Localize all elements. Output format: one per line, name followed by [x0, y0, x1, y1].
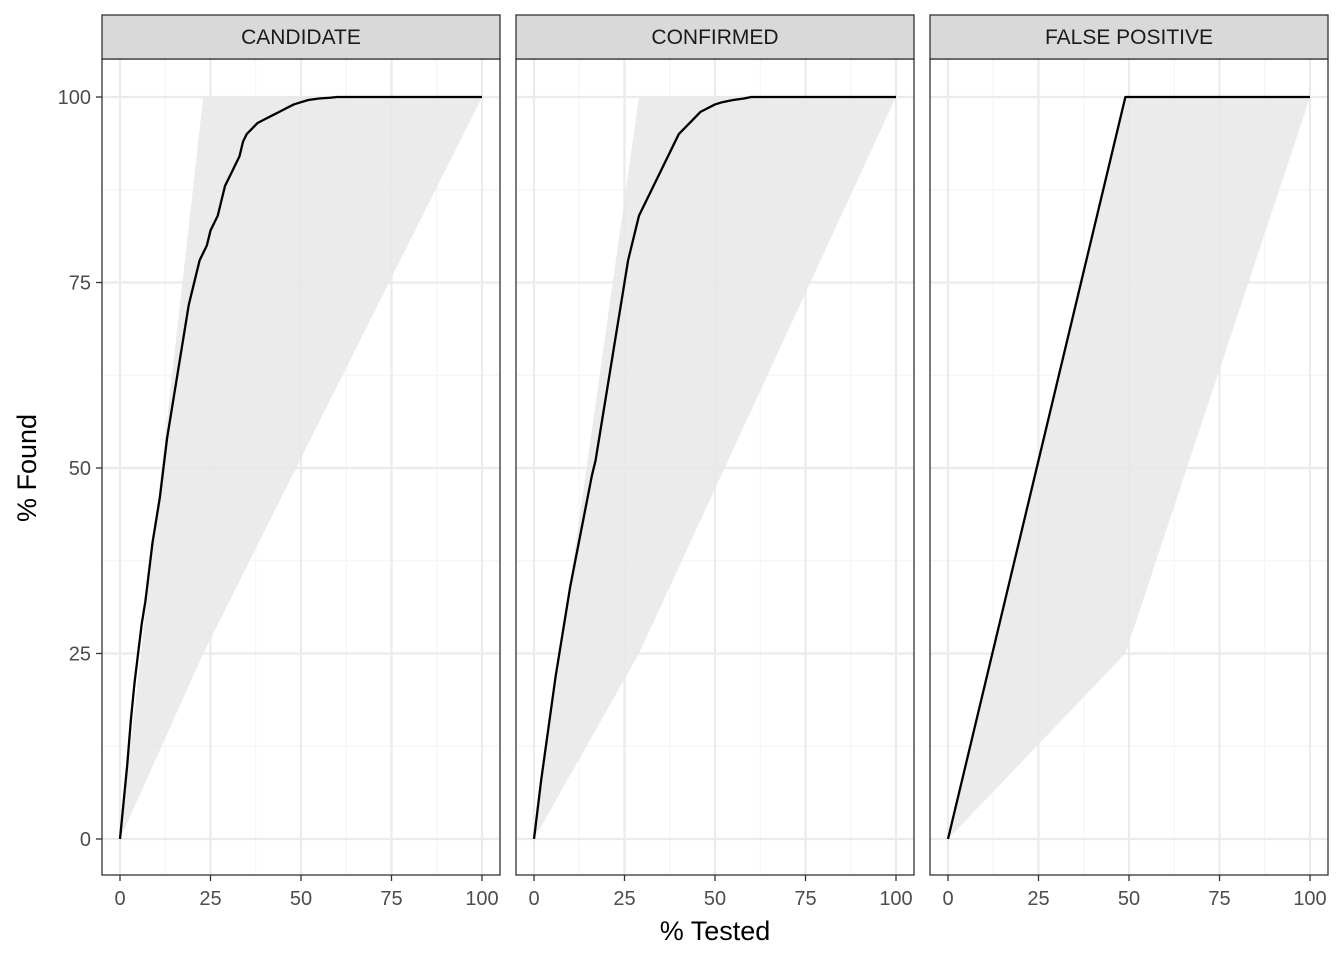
strip-background: [101, 14, 501, 60]
random-to-perfect-ribbon: [948, 97, 1310, 839]
x-tick-label: 100: [465, 888, 498, 910]
x-axis-title: % Tested: [660, 916, 771, 946]
x-tick-label: 75: [1208, 888, 1230, 910]
gridlines: [516, 59, 914, 875]
x-tick-label: 50: [1118, 888, 1140, 910]
x-tick-label: 50: [704, 888, 726, 910]
x-tick-label: 100: [879, 888, 912, 910]
y-axis-title: % Found: [12, 414, 42, 522]
random-to-perfect-ribbon: [120, 97, 482, 839]
x-tick-label: 25: [199, 888, 221, 910]
cumulative-gains-line: [532, 95, 896, 840]
cumulative-gains-line: [946, 95, 1310, 840]
panel-false-positive: FALSE POSITIVE 0 25 50 75 100: [929, 14, 1329, 910]
strip-background: [929, 14, 1329, 60]
y-tick-label: 50: [69, 458, 91, 480]
strip-label: CANDIDATE: [241, 26, 361, 49]
y-tick-label: 75: [69, 273, 91, 295]
cumulative-gains-line: [118, 95, 482, 840]
panel-confirmed: CONFIRMED 0 25 50 75 100: [515, 14, 915, 910]
x-tick-label: 50: [290, 888, 312, 910]
x-tick-label: 75: [380, 888, 402, 910]
x-tick-label: 25: [613, 888, 635, 910]
x-tick-label: 25: [1027, 888, 1049, 910]
y-tick-label: 100: [58, 87, 91, 109]
x-tick-label: 0: [114, 888, 125, 910]
x-tick-label: 75: [794, 888, 816, 910]
x-tick-label: 100: [1293, 888, 1326, 910]
strip-background: [515, 14, 915, 60]
y-axis: 0 25 50 75 100: [58, 87, 102, 851]
x-tick-label: 0: [528, 888, 539, 910]
y-tick-label: 0: [80, 829, 91, 851]
x-tick-label: 0: [942, 888, 953, 910]
strip-label: CONFIRMED: [651, 26, 778, 49]
panel-candidate: CANDIDATE 0 25 50 75 100: [101, 14, 501, 910]
y-tick-label: 25: [69, 644, 91, 666]
strip-label: FALSE POSITIVE: [1045, 26, 1213, 49]
